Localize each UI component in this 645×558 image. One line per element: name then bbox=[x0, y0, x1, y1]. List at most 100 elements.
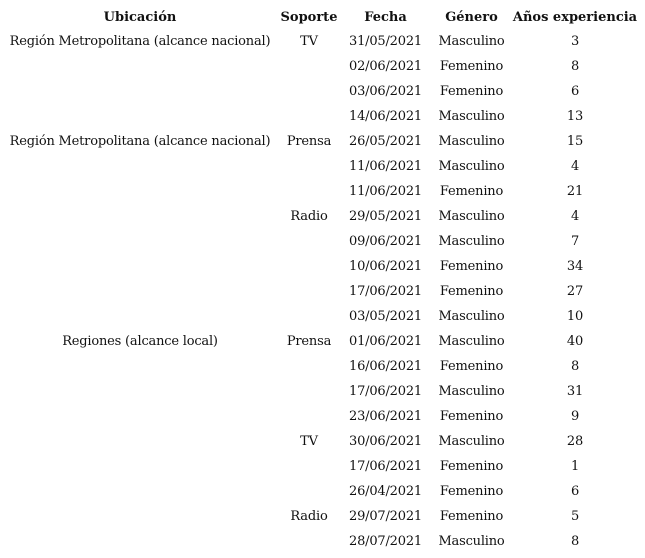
cell-fecha: 03/05/2021 bbox=[349, 309, 422, 324]
cell-genero: Femenino bbox=[439, 284, 504, 299]
data-table: Ubicación Soporte Fecha Género Años expe… bbox=[0, 5, 640, 554]
cell-fecha: 01/06/2021 bbox=[349, 334, 422, 349]
cell-fecha: 02/06/2021 bbox=[349, 59, 422, 74]
cell-soporte bbox=[280, 354, 338, 379]
table-row: 17/06/2021 Femenino 1 bbox=[0, 454, 640, 479]
table-body: Región Metropolitana (alcance nacional) T… bbox=[0, 29, 640, 554]
cell-fecha: 11/06/2021 bbox=[349, 159, 422, 174]
cell-soporte bbox=[280, 229, 338, 254]
cell-soporte: Prensa bbox=[286, 134, 332, 149]
cell-soporte: Radio bbox=[290, 209, 328, 224]
cell-fecha: 26/05/2021 bbox=[349, 134, 422, 149]
cell-anos-experiencia: 1 bbox=[570, 459, 580, 474]
table-row: Región Metropolitana (alcance nacional) P… bbox=[0, 129, 640, 154]
cell-ubicacion bbox=[0, 179, 280, 204]
cell-ubicacion bbox=[0, 529, 280, 554]
cell-soporte bbox=[280, 179, 338, 204]
cell-ubicacion bbox=[0, 454, 280, 479]
cell-anos-experiencia: 6 bbox=[570, 84, 580, 99]
table-row: 28/07/2021 Masculino 8 bbox=[0, 529, 640, 554]
table-row: 23/06/2021 Femenino 9 bbox=[0, 404, 640, 429]
table-row: 11/06/2021 Masculino 4 bbox=[0, 154, 640, 179]
table-row: Radio 29/07/2021 Femenino 5 bbox=[0, 504, 640, 529]
cell-ubicacion bbox=[0, 229, 280, 254]
cell-fecha: 26/04/2021 bbox=[349, 484, 422, 499]
cell-ubicacion bbox=[0, 379, 280, 404]
cell-genero: Femenino bbox=[439, 459, 504, 474]
cell-ubicacion bbox=[0, 504, 280, 529]
cell-anos-experiencia: 4 bbox=[570, 159, 580, 174]
cell-anos-experiencia: 27 bbox=[566, 284, 584, 299]
cell-ubicacion bbox=[0, 154, 280, 179]
cell-genero: Femenino bbox=[439, 84, 504, 99]
table-row: 02/06/2021 Femenino 8 bbox=[0, 54, 640, 79]
cell-ubicacion bbox=[0, 304, 280, 329]
cell-ubicacion bbox=[0, 104, 280, 129]
cell-genero: Masculino bbox=[438, 209, 505, 224]
cell-anos-experiencia: 8 bbox=[570, 59, 580, 74]
cell-soporte bbox=[280, 454, 338, 479]
cell-ubicacion bbox=[0, 479, 280, 504]
cell-ubicacion bbox=[0, 54, 280, 79]
cell-soporte bbox=[280, 404, 338, 429]
cell-fecha: 11/06/2021 bbox=[349, 184, 422, 199]
cell-anos-experiencia: 3 bbox=[570, 34, 580, 49]
table-row: 14/06/2021 Masculino 13 bbox=[0, 104, 640, 129]
cell-soporte bbox=[280, 79, 338, 104]
cell-genero: Femenino bbox=[439, 259, 504, 274]
cell-ubicacion bbox=[0, 429, 280, 454]
cell-soporte bbox=[280, 479, 338, 504]
cell-anos-experiencia: 40 bbox=[566, 334, 584, 349]
cell-fecha: 28/07/2021 bbox=[349, 534, 422, 549]
cell-anos-experiencia: 13 bbox=[566, 109, 584, 124]
cell-genero: Masculino bbox=[438, 109, 505, 124]
cell-genero: Masculino bbox=[438, 134, 505, 149]
cell-fecha: 23/06/2021 bbox=[349, 409, 422, 424]
table-row: 10/06/2021 Femenino 34 bbox=[0, 254, 640, 279]
table-row: 17/06/2021 Masculino 31 bbox=[0, 379, 640, 404]
cell-fecha: 29/05/2021 bbox=[349, 209, 422, 224]
cell-ubicacion bbox=[0, 204, 280, 229]
cell-genero: Masculino bbox=[438, 384, 505, 399]
cell-fecha: 17/06/2021 bbox=[349, 384, 422, 399]
table-row: TV 30/06/2021 Masculino 28 bbox=[0, 429, 640, 454]
cell-anos-experiencia: 28 bbox=[566, 434, 584, 449]
cell-soporte bbox=[280, 254, 338, 279]
cell-genero: Masculino bbox=[438, 34, 505, 49]
cell-anos-experiencia: 15 bbox=[566, 134, 584, 149]
table-row: Regiones (alcance local) Prensa 01/06/2021… bbox=[0, 329, 640, 354]
cell-ubicacion bbox=[0, 404, 280, 429]
cell-anos-experiencia: 21 bbox=[566, 184, 584, 199]
cell-ubicacion bbox=[0, 354, 280, 379]
cell-anos-experiencia: 7 bbox=[570, 234, 580, 249]
cell-fecha: 10/06/2021 bbox=[349, 259, 422, 274]
cell-soporte bbox=[280, 304, 338, 329]
cell-soporte bbox=[280, 529, 338, 554]
cell-fecha: 17/06/2021 bbox=[349, 459, 422, 474]
cell-genero: Masculino bbox=[438, 534, 505, 549]
cell-anos-experiencia: 4 bbox=[570, 209, 580, 224]
header-anos-experiencia: Años experiencia bbox=[512, 9, 638, 25]
cell-anos-experiencia: 10 bbox=[566, 309, 584, 324]
cell-genero: Masculino bbox=[438, 309, 505, 324]
cell-soporte bbox=[280, 104, 338, 129]
table-row: 03/05/2021 Masculino 10 bbox=[0, 304, 640, 329]
table-row: 03/06/2021 Femenino 6 bbox=[0, 79, 640, 104]
cell-anos-experiencia: 8 bbox=[570, 359, 580, 374]
cell-genero: Femenino bbox=[439, 59, 504, 74]
cell-genero: Femenino bbox=[439, 509, 504, 524]
table-row: Radio 29/05/2021 Masculino 4 bbox=[0, 204, 640, 229]
cell-soporte bbox=[280, 54, 338, 79]
cell-fecha: 03/06/2021 bbox=[349, 84, 422, 99]
table-row: 11/06/2021 Femenino 21 bbox=[0, 179, 640, 204]
table-row: 09/06/2021 Masculino 7 bbox=[0, 229, 640, 254]
table-row: 17/06/2021 Femenino 27 bbox=[0, 279, 640, 304]
cell-fecha: 09/06/2021 bbox=[349, 234, 422, 249]
cell-anos-experiencia: 5 bbox=[570, 509, 580, 524]
header-fecha: Fecha bbox=[364, 9, 407, 25]
cell-fecha: 14/06/2021 bbox=[349, 109, 422, 124]
header-genero: Género bbox=[445, 9, 498, 25]
cell-soporte: Prensa bbox=[286, 334, 332, 349]
cell-anos-experiencia: 9 bbox=[570, 409, 580, 424]
cell-ubicacion bbox=[0, 254, 280, 279]
